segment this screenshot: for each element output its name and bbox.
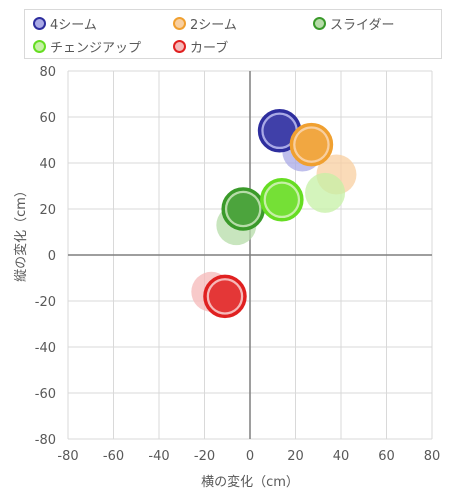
y-tick-label: -80 — [35, 433, 56, 448]
y-axis-title: 縦の変化（cm） — [13, 184, 29, 282]
legend-marker-changeup — [33, 40, 46, 53]
legend-label-slider: スライダー — [330, 18, 395, 33]
legend-marker-curve — [173, 40, 186, 53]
x-tick-label: -40 — [148, 449, 169, 464]
bubble-changeup-core — [265, 183, 298, 216]
legend-label-4seam: 4シーム — [50, 18, 97, 33]
bubble-4seam-core — [263, 114, 296, 147]
legend-label-2seam: 2シーム — [190, 18, 237, 33]
y-tick-label: -60 — [35, 387, 56, 402]
x-tick-label: 80 — [424, 449, 441, 464]
legend-marker-4seam — [33, 17, 46, 30]
legend: 4シーム 2シーム スライダー チェンジアップ カーブ — [24, 9, 442, 59]
bubble-2seam-core — [295, 128, 328, 161]
legend-label-changeup: チェンジアップ — [50, 41, 142, 56]
x-tick-label: 20 — [287, 449, 304, 464]
y-tick-label: 0 — [48, 249, 56, 264]
tick-labels: -80 -60 -40 -20 0 20 40 60 80 80 60 40 20 0 -20 -40 -60 -… — [35, 65, 441, 464]
x-tick-label: 0 — [246, 449, 254, 464]
y-tick-label: -20 — [35, 295, 56, 310]
axes — [68, 71, 432, 439]
y-tick-label: 60 — [39, 111, 56, 126]
legend-label-curve: カーブ — [190, 41, 229, 56]
legend-marker-2seam — [173, 17, 186, 30]
legend-item-changeup: チェンジアップ — [33, 37, 141, 56]
bubble-slider-core — [227, 193, 260, 225]
bubble-curve-core — [208, 280, 241, 313]
bubbles — [191, 109, 357, 319]
x-tick-label: -20 — [194, 449, 215, 464]
y-tick-label: -40 — [35, 341, 56, 356]
y-tick-label: 20 — [39, 203, 56, 218]
legend-marker-slider — [313, 17, 326, 30]
x-axis-title: 横の変化（cm） — [201, 474, 299, 490]
x-tick-label: -60 — [103, 449, 124, 464]
bubble-changeup-faded — [305, 172, 346, 213]
y-tick-label: 40 — [39, 157, 56, 172]
x-tick-label: 40 — [333, 449, 350, 464]
legend-item-4seam: 4シーム — [33, 14, 97, 33]
legend-item-curve: カーブ — [173, 37, 228, 56]
x-tick-label: 60 — [378, 449, 395, 464]
y-tick-label: 80 — [39, 65, 56, 80]
x-tick-label: -80 — [57, 449, 78, 464]
legend-item-2seam: 2シーム — [173, 14, 237, 33]
legend-item-slider: スライダー — [313, 14, 394, 33]
